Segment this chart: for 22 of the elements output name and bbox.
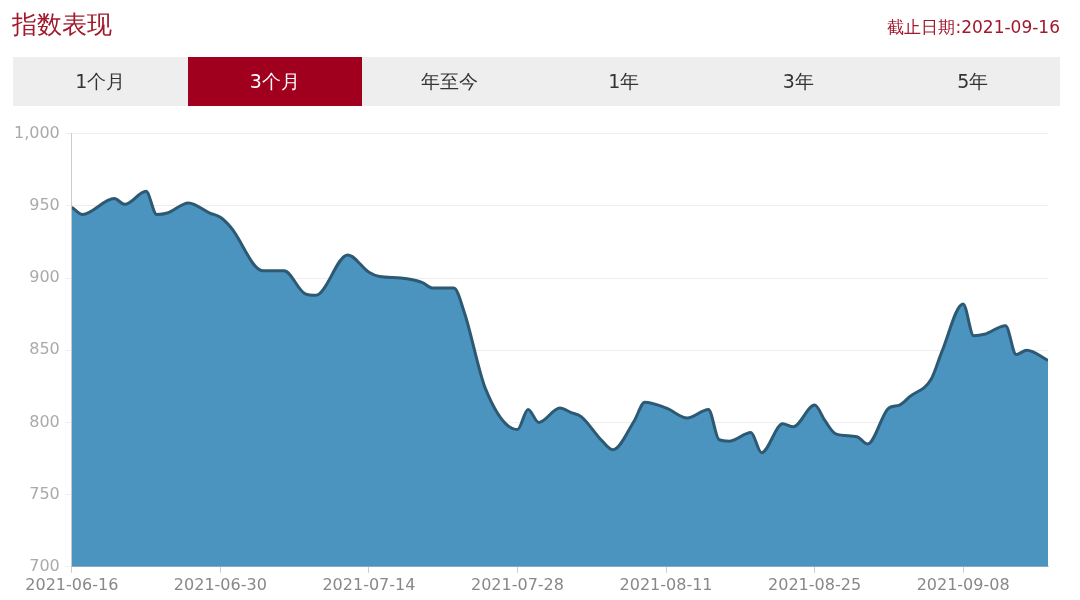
x-tick-label: 2021-06-16 [25,574,119,594]
y-tick-label: 800 [29,411,60,431]
x-tick-label: 2021-08-11 [619,574,713,594]
text: 1个月 [74,68,127,94]
chart-subtitle: 截止日期:2021-09-16 [887,16,1060,39]
x-tick-label: 2021-07-28 [470,574,564,594]
x-tick-label: 2021-08-25 [768,574,862,594]
x-tick-label: 2021-07-14 [322,574,416,594]
y-tick-label: 900 [29,267,60,287]
y-tick-label: 1,000 [13,122,60,142]
text: 年至今 [419,68,479,94]
x-tick-label: 2021-09-08 [916,574,1010,594]
y-tick-label: 850 [29,339,60,359]
text: 1年 [607,68,641,94]
text: 3年 [781,68,815,94]
chart-title: 指数表现 [12,9,112,41]
x-tick-label: 2021-06-30 [173,574,267,594]
text: 5年 [956,68,990,94]
text: 3个月 [187,57,362,106]
y-tick-label: 750 [29,483,60,503]
y-tick-label: 700 [29,555,60,575]
y-tick-label: 950 [29,194,60,214]
